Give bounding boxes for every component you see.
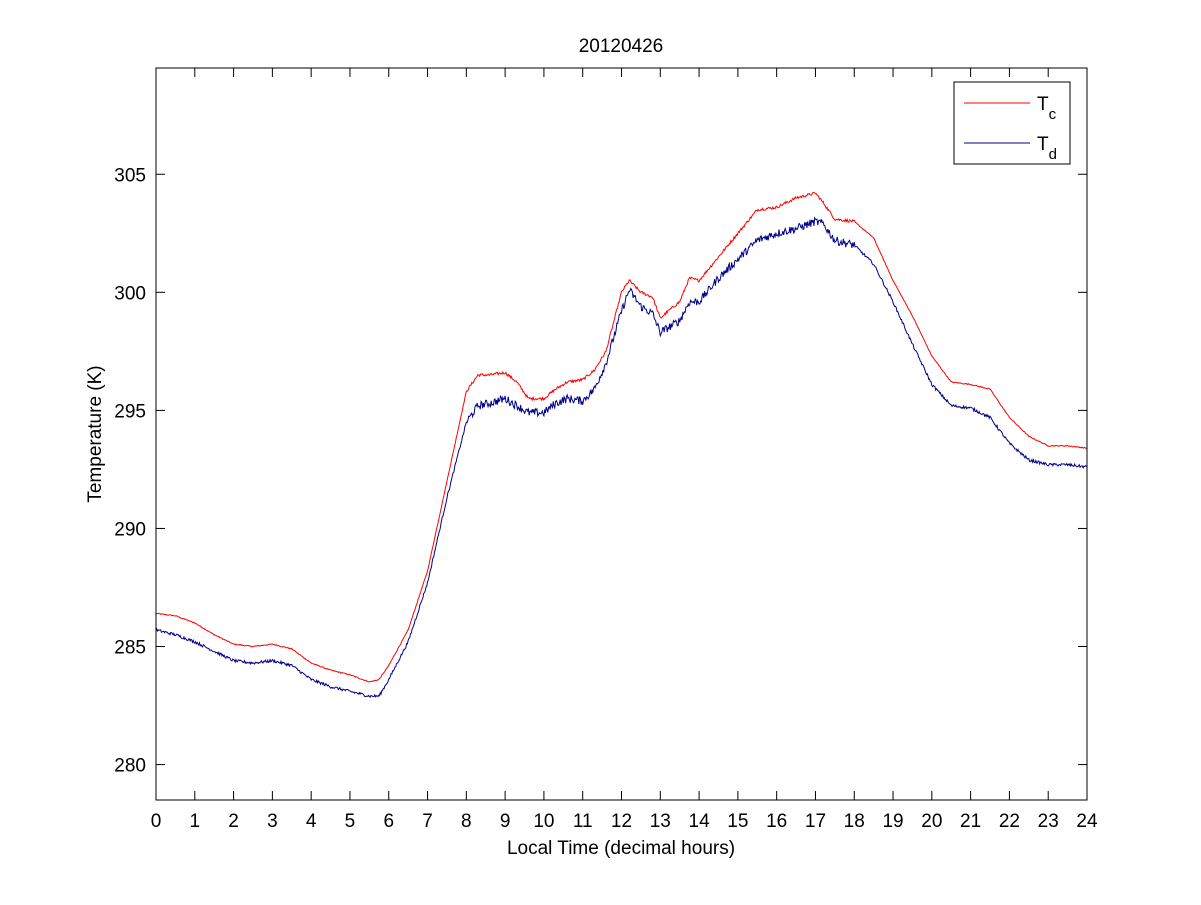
x-tick-label: 17 — [805, 811, 826, 832]
x-tick-label: 12 — [611, 811, 632, 832]
legend-label: Tc — [1037, 94, 1057, 123]
x-tick-label: 13 — [650, 811, 671, 832]
x-tick-label: 0 — [151, 811, 162, 832]
x-tick-label: 24 — [1076, 811, 1098, 832]
y-tick-label: 280 — [114, 756, 146, 777]
x-tick-label: 18 — [844, 811, 865, 832]
chart-title: 20120426 — [579, 36, 664, 57]
legend-label: Td — [1037, 134, 1057, 163]
y-tick-label: 305 — [114, 165, 146, 186]
x-tick-label: 16 — [766, 811, 787, 832]
x-tick-label: 9 — [500, 811, 511, 832]
x-tick-label: 6 — [383, 811, 394, 832]
y-tick-label: 295 — [114, 401, 146, 422]
x-tick-label: 2 — [228, 811, 239, 832]
x-tick-label: 11 — [573, 811, 593, 832]
x-tick-label: 8 — [461, 811, 472, 832]
series-line-c — [156, 191, 1087, 683]
x-tick-label: 20 — [921, 811, 942, 832]
axes: 0 1 2 3 4 5 6 7 8 9 10 11 12 13 14 15 16 17 18 19 20 21 22 23 24… — [114, 67, 1098, 832]
y-tick-label: 290 — [114, 519, 146, 540]
x-axis-label: Local Time (decimal hours) — [507, 838, 735, 859]
x-tick-label: 10 — [533, 811, 554, 832]
x-tick-label: 19 — [882, 811, 903, 832]
legend: Tc Td — [953, 81, 1071, 165]
x-tick-label: 15 — [727, 811, 748, 832]
x-tick-label: 23 — [1038, 811, 1059, 832]
x-tick-label: 4 — [306, 811, 317, 832]
x-tick-label: 7 — [422, 811, 433, 832]
legend-box — [953, 81, 1071, 165]
x-tick-label: 14 — [689, 811, 711, 832]
x-tick-label: 22 — [999, 811, 1020, 832]
y-tick-label: 300 — [114, 283, 146, 304]
y-axis-label: Temperature (K) — [85, 365, 106, 502]
x-tick-label: 21 — [960, 811, 981, 832]
x-tick-label: 1 — [190, 811, 201, 832]
x-tick-label: 3 — [267, 811, 278, 832]
series-line-d — [156, 216, 1087, 698]
plot-area — [156, 191, 1087, 698]
x-tick-label: 5 — [345, 811, 356, 832]
y-tick-label: 285 — [114, 638, 146, 659]
